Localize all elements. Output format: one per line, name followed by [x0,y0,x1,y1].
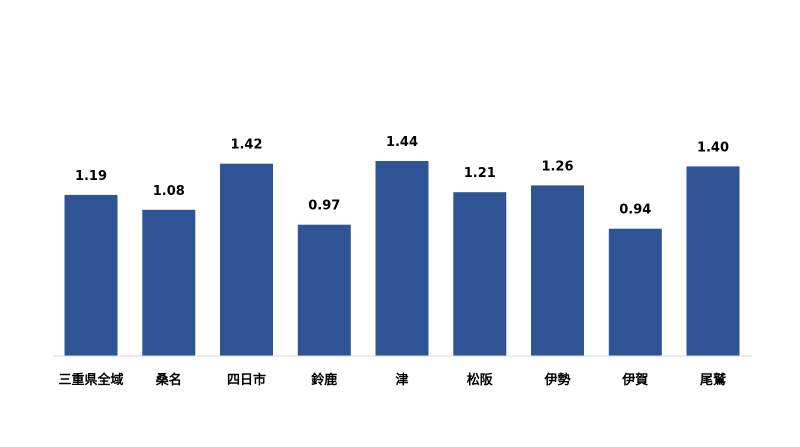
category-label-0: 三重県全域 [58,372,123,388]
category-labels-layer: 三重県全域 桑名 四日市 鈴鹿 津 松阪 伊勢 伊賀 尾鷲 [58,372,726,388]
category-label-5: 松阪 [467,372,494,388]
value-label-2: 1.42 [230,138,262,153]
bar-1 [142,209,196,356]
category-label-2: 四日市 [227,372,266,388]
value-label-6: 1.26 [541,159,573,174]
value-label-7: 0.94 [619,203,651,218]
value-label-5: 1.21 [464,166,496,181]
value-label-1: 1.08 [153,184,185,199]
value-label-3: 0.97 [308,199,340,214]
bar-4 [375,161,429,356]
category-label-4: 津 [395,372,408,388]
category-label-6: 伊勢 [543,372,570,388]
bar-7 [608,228,662,356]
bars-layer [64,161,740,356]
bar-2 [220,163,273,356]
value-label-4: 1.44 [386,135,418,150]
bar-0 [64,194,118,356]
bar-5 [453,192,507,356]
bar-6 [531,185,584,356]
category-label-1: 桑名 [155,372,182,388]
value-label-8: 1.40 [697,140,729,155]
category-label-8: 尾鷲 [700,372,726,388]
value-labels-layer: 1.19 1.08 1.42 0.97 1.44 1.21 1.26 0.94 1.40 [75,135,729,218]
category-label-7: 伊賀 [621,372,648,388]
value-label-0: 1.19 [75,169,107,184]
bar-3 [297,224,351,356]
bar-8 [686,166,740,356]
category-label-3: 鈴鹿 [311,372,337,388]
